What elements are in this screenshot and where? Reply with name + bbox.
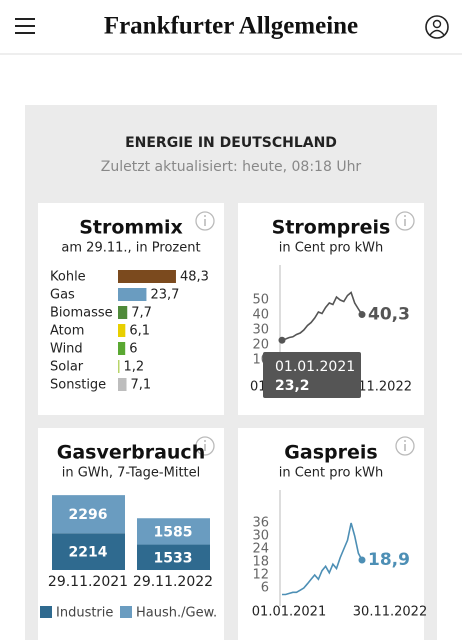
- info-icon[interactable]: [395, 436, 415, 456]
- y-tick-label: 30: [252, 323, 269, 338]
- bar-segment: [137, 518, 210, 545]
- value-label: 7,7: [131, 306, 152, 321]
- x-tick-label: 01.01.2021: [252, 605, 326, 620]
- hover-dot: [278, 336, 286, 344]
- tooltip-value: 23,2: [275, 378, 310, 394]
- card-subtitle: in Cent pro kWh: [279, 241, 384, 256]
- card-subtitle: am 29.11., in Prozent: [61, 241, 200, 256]
- segment-label: 2296: [69, 507, 108, 523]
- y-tick-label: 20: [252, 338, 269, 353]
- widget-title: ENERGIE IN DEUTSCHLAND: [125, 135, 337, 151]
- end-value-label: 18,9: [368, 550, 410, 570]
- legend-swatch: [120, 606, 132, 618]
- card: [238, 428, 424, 640]
- info-dot: [404, 215, 406, 217]
- line: [282, 522, 363, 596]
- y-tick-label: 24: [252, 541, 269, 556]
- bar-label: Biomasse: [50, 306, 113, 321]
- user-head: [432, 19, 442, 29]
- segment-label: 1585: [154, 524, 193, 540]
- end-value-label: 40,3: [368, 305, 410, 325]
- bar: [118, 306, 128, 319]
- bar-label: Wind: [50, 342, 83, 357]
- bar: [118, 378, 127, 391]
- end-dot: [358, 311, 366, 319]
- info-icon[interactable]: [195, 436, 215, 456]
- tooltip: [263, 352, 361, 398]
- y-tick-label: 36: [252, 515, 269, 530]
- info-icon[interactable]: [395, 211, 415, 231]
- legend-label: Haush./Gew.: [136, 606, 217, 621]
- value-label: 23,7: [150, 288, 179, 303]
- info-dot: [204, 215, 206, 217]
- bar-label: Sonstige: [50, 378, 106, 393]
- end-dot: [358, 556, 366, 564]
- card-title: Strompreis: [272, 217, 391, 239]
- value-label: 6,1: [129, 324, 150, 339]
- y-tick-label: 12: [252, 567, 269, 582]
- legend-label: Industrie: [56, 606, 113, 621]
- y-tick-label: 50: [252, 293, 269, 308]
- bar-label: Kohle: [50, 270, 86, 285]
- tooltip-date: 01.01.2021: [275, 359, 355, 375]
- value-label: 48,3: [180, 270, 209, 285]
- bar-label: Atom: [50, 324, 84, 339]
- segment-label: 2214: [69, 545, 108, 561]
- card: [38, 203, 224, 415]
- info-dot: [204, 440, 206, 442]
- bar: [118, 342, 126, 355]
- bar-segment: [137, 544, 210, 570]
- value-label: 1,2: [124, 360, 145, 375]
- y-tick-label: 6: [261, 580, 269, 595]
- bar: [118, 360, 120, 373]
- logo[interactable]: Frankfurter Allgemeine: [104, 13, 358, 40]
- bar: [118, 270, 176, 283]
- menu-button[interactable]: [13, 16, 37, 38]
- info-icon[interactable]: [195, 211, 215, 231]
- card-subtitle: in GWh, 7-Tage-Mittel: [62, 466, 201, 481]
- user-circle[interactable]: [425, 15, 449, 39]
- user-button[interactable]: [425, 15, 449, 39]
- card-subtitle: in Cent pro kWh: [279, 466, 384, 481]
- card-title: Gasverbrauch: [57, 442, 205, 464]
- value-label: 7,1: [131, 378, 152, 393]
- value-label: 6: [129, 342, 137, 357]
- line: [281, 291, 363, 341]
- legend-swatch: [40, 606, 52, 618]
- y-tick-label: 18: [252, 554, 269, 569]
- user-body: [429, 29, 445, 36]
- bar-segment: [52, 533, 125, 570]
- bar: [118, 288, 147, 301]
- x-tick-label: 30.11.2022: [353, 605, 427, 620]
- x-tick-label: 29.11.2022: [133, 574, 213, 590]
- y-tick-label: 40: [252, 308, 269, 323]
- y-tick-label: 30: [252, 528, 269, 543]
- x-tick-label: 29.11.2021: [48, 574, 128, 590]
- bar-label: Gas: [50, 288, 75, 303]
- card-title: Gaspreis: [284, 442, 377, 464]
- bar: [118, 324, 126, 337]
- bar-label: Solar: [50, 360, 84, 375]
- segment-label: 1533: [154, 550, 193, 566]
- info-dot: [404, 440, 406, 442]
- bar-segment: [52, 495, 125, 534]
- card-title: Strommix: [79, 217, 183, 239]
- widget-subtitle: Zuletzt aktualisiert: heute, 08:18 Uhr: [101, 159, 362, 175]
